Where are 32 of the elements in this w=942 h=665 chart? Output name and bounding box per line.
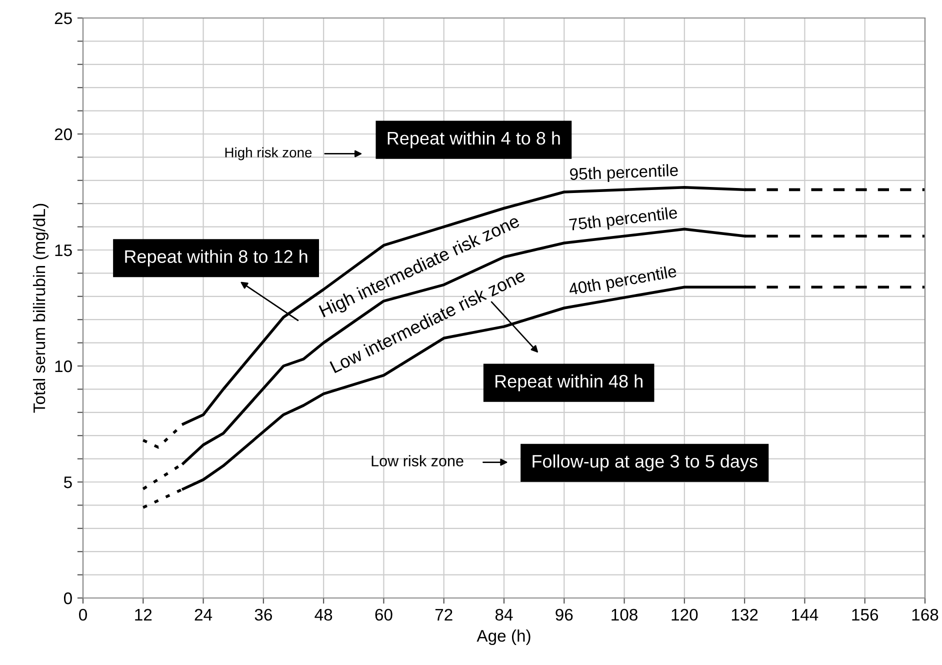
x-tick-label: 132 [732,608,758,621]
text: 75th percentile [569,206,678,234]
x-tick-label: 48 [314,608,332,621]
x-tick-label: 0 [79,608,87,621]
annotation: High risk zone [225,147,312,160]
x-tick-label: 60 [375,608,392,621]
x-tick-label: 120 [672,608,698,621]
annotation: Repeat within 8 to 12 h [125,250,308,267]
x-tick-label: 168 [912,608,938,621]
x-tick-label: 36 [254,608,272,621]
series-label: 95th percentile [570,164,678,184]
x-tick-label: 72 [435,608,452,620]
y-tick-label: 15 [55,244,72,256]
y-tick-label: 25 [54,12,72,24]
y-tick-label: 10 [55,360,72,372]
x-tick-label: 84 [495,608,513,621]
y-axis-title: Total serum bilirubin (mg/dL) [32,204,48,413]
x-tick-label: 96 [556,608,573,621]
x-tick-label: 156 [852,608,878,621]
x-tick-label: 24 [194,608,212,620]
y-tick-label: 20 [54,128,72,140]
annotation: Follow-up at age 3 to 5 days [532,454,758,472]
x-tick-label: 144 [792,609,818,620]
y-tick-label: 5 [64,476,72,488]
text: 40th percentile [568,264,678,299]
annotation: Repeat within 4 to 8 h [388,131,560,148]
x-tick-label: 12 [135,608,152,620]
x-axis-title: Age (h) [476,630,530,646]
x-tick-label: 108 [612,608,638,621]
annotation: Repeat within 48 h [496,374,642,392]
y-tick-label: 0 [64,592,72,604]
annotation: Low risk zone [372,455,464,466]
